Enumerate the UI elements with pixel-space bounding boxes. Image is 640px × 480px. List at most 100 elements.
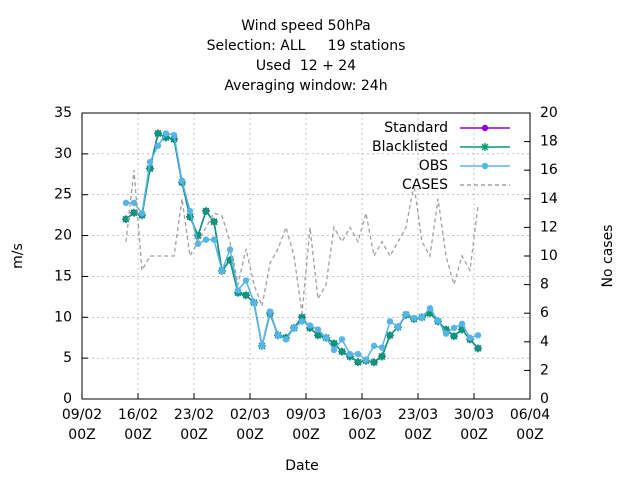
point: [266, 308, 274, 315]
point: [442, 325, 450, 334]
point: [242, 291, 250, 300]
series-line: [125, 170, 479, 314]
point: [218, 267, 226, 274]
y2-tick-label: 12: [540, 219, 558, 235]
x-tick-label: 16/02 00Z: [117, 407, 159, 443]
x-tick-label: 23/03 00Z: [397, 407, 439, 443]
point: [386, 331, 394, 340]
point: [442, 330, 450, 337]
point: [250, 299, 258, 306]
legend-marker: [481, 143, 489, 151]
x-tick-label: 16/03 00Z: [341, 407, 383, 443]
point: [122, 199, 130, 207]
point: [154, 142, 162, 149]
x-tick-label: 09/02 00Z: [61, 407, 103, 443]
point: [378, 352, 386, 361]
point: [410, 314, 418, 322]
point: [130, 208, 138, 217]
title-line: Selection: ALL 19 stations: [207, 38, 406, 54]
point: [354, 350, 362, 358]
point: [434, 317, 442, 324]
y2-tick-label: 4: [540, 334, 549, 350]
point: [186, 207, 194, 215]
y-tick-label: 15: [54, 268, 72, 284]
point: [426, 309, 434, 318]
point: [162, 130, 170, 137]
point: [458, 325, 466, 334]
y2-tick-label: 0: [540, 391, 549, 407]
point: [426, 305, 434, 312]
point: [194, 240, 202, 247]
point: [298, 318, 306, 325]
point: [306, 322, 314, 329]
x-tick-label: 02/03 00Z: [229, 407, 271, 443]
point: [170, 131, 178, 139]
y-tick-label: 5: [63, 350, 72, 366]
point: [466, 334, 474, 341]
point: [354, 358, 362, 367]
y2-axis-label: No cases: [600, 225, 616, 288]
point: [362, 356, 370, 363]
point: [202, 207, 210, 216]
title-line: Wind speed 50hPa: [241, 18, 370, 34]
y2-tick-label: 18: [540, 134, 558, 150]
y2-tick-label: 6: [540, 305, 549, 321]
point: [146, 158, 154, 166]
legend-marker: [481, 162, 489, 170]
y-tick-label: 30: [54, 146, 72, 162]
legend-label: OBS: [419, 158, 448, 174]
point: [210, 217, 218, 226]
point: [314, 331, 322, 340]
point: [146, 164, 154, 173]
point: [186, 212, 194, 221]
y2-tick-label: 2: [540, 362, 549, 378]
point: [202, 236, 210, 243]
point: [234, 287, 242, 294]
point: [346, 350, 354, 358]
point: [330, 339, 338, 348]
y2-tick-label: 14: [540, 191, 558, 207]
legend-label: CASES: [402, 177, 448, 193]
point: [450, 324, 458, 332]
point: [450, 332, 458, 341]
y-tick-label: 35: [54, 105, 72, 121]
point: [226, 256, 234, 265]
y-axis-label: m/s: [10, 243, 26, 269]
legend-label: Blacklisted: [372, 139, 448, 155]
x-axis-label: Date: [285, 458, 318, 474]
point: [130, 199, 138, 207]
point: [138, 210, 146, 217]
point: [154, 129, 162, 138]
point: [474, 332, 482, 339]
y2-tick-label: 16: [540, 162, 558, 178]
point: [330, 346, 338, 354]
point: [338, 336, 346, 343]
y-tick-label: 0: [63, 391, 72, 407]
point: [322, 334, 330, 341]
point: [178, 177, 186, 185]
plot-frame: [81, 112, 531, 400]
point: [242, 277, 250, 284]
point: [370, 358, 378, 367]
point: [474, 344, 482, 353]
x-tick-label: 30/03 00Z: [453, 407, 495, 443]
point: [338, 347, 346, 356]
point: [282, 336, 290, 343]
title-line: Averaging window: 24h: [224, 78, 387, 94]
point: [162, 133, 170, 142]
x-tick-label: 06/04 00Z: [509, 407, 551, 443]
point: [194, 231, 202, 240]
y-tick-label: 10: [54, 309, 72, 325]
point: [458, 320, 466, 328]
x-tick-label: 23/02 00Z: [173, 407, 215, 443]
point: [290, 324, 298, 332]
point: [370, 342, 378, 350]
point: [314, 326, 322, 333]
point: [386, 318, 394, 325]
point: [210, 236, 218, 243]
point: [418, 314, 426, 321]
y2-tick-label: 10: [540, 248, 558, 264]
y2-tick-label: 20: [540, 105, 558, 121]
